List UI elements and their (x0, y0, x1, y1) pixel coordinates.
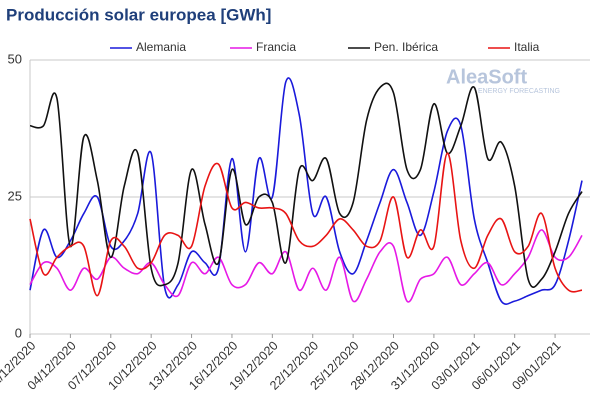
series-line (29, 152, 583, 297)
legend-label: Alemania (136, 40, 186, 54)
y-tick-label: 50 (8, 51, 22, 66)
y-tick-label: 0 (15, 325, 22, 340)
series-line (29, 77, 583, 305)
watermark-brand: AleaSoft (446, 66, 527, 88)
series-line (29, 82, 583, 289)
series-line (29, 229, 583, 303)
y-tick-label: 25 (8, 188, 22, 203)
legend-label: Francia (256, 40, 296, 54)
legend-label: Pen. Ibérica (374, 40, 438, 54)
watermark-tagline: ENERGY FORECASTING (478, 88, 560, 95)
legend-label: Italia (514, 40, 540, 54)
chart-title: Producción solar europea [GWh] (6, 5, 271, 24)
